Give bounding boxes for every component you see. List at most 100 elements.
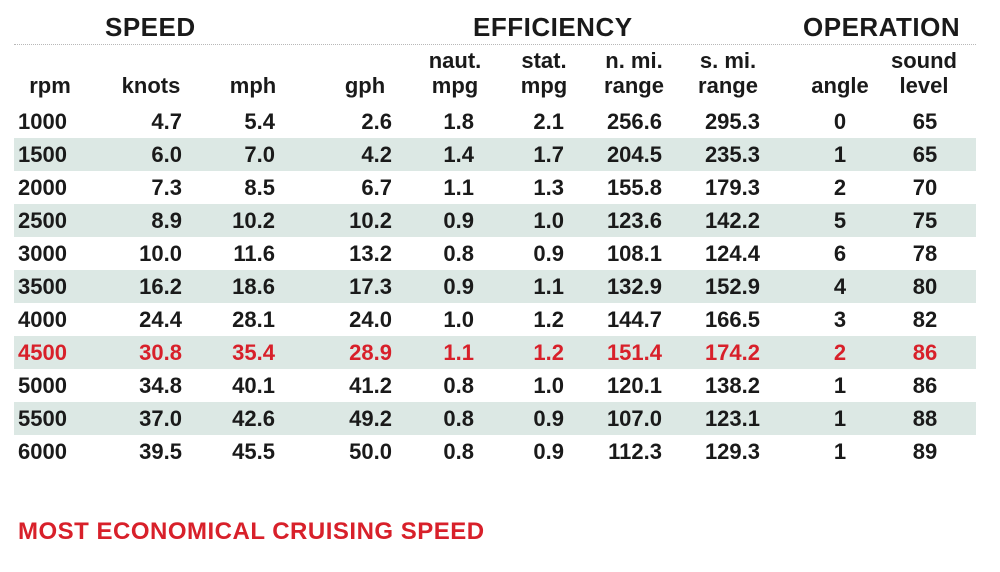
column-header-knots-line2: knots bbox=[121, 73, 181, 98]
column-header-mph-line2: mph bbox=[229, 73, 277, 98]
footnote-most-economical: MOST ECONOMICAL CRUISING SPEED bbox=[18, 518, 485, 545]
column-header-nmi-range-line2: range bbox=[604, 73, 664, 98]
column-header-stat-mpg-line1: stat. bbox=[521, 48, 567, 73]
group-title-speed: SPEED bbox=[105, 12, 196, 42]
cell-sound-level: 70 bbox=[912, 175, 938, 200]
cell-angle: 1 bbox=[833, 373, 847, 398]
cell-naut-mpg: 0.8 bbox=[443, 406, 474, 431]
cell-mph: 5.4 bbox=[244, 109, 275, 134]
cell-naut-mpg: 1.8 bbox=[443, 109, 474, 134]
cell-stat-mpg: 2.1 bbox=[533, 109, 564, 134]
cell-stat-mpg: 0.9 bbox=[533, 241, 564, 266]
cell-sound-level: 88 bbox=[912, 406, 938, 431]
cell-sound-level: 89 bbox=[912, 439, 938, 464]
cell-rpm: 2500 bbox=[18, 208, 67, 233]
cell-nmi-range: 132.9 bbox=[606, 274, 662, 299]
group-title-operation: OPERATION bbox=[803, 12, 961, 42]
cell-knots: 30.8 bbox=[139, 340, 182, 365]
cell-naut-mpg: 0.8 bbox=[443, 373, 474, 398]
cell-smi-range: 179.3 bbox=[704, 175, 760, 200]
cell-gph: 2.6 bbox=[361, 109, 392, 134]
column-header-gph: gph bbox=[315, 48, 415, 98]
cell-knots: 39.5 bbox=[139, 439, 182, 464]
column-header-sound-level: sound level bbox=[874, 48, 974, 98]
column-header-stat-mpg: stat. mpg bbox=[494, 48, 594, 98]
table-row-highlighted: 4500 30.8 35.4 28.9 1.1 1.2 151.4 174.2 … bbox=[14, 336, 976, 369]
cell-mph: 7.0 bbox=[244, 142, 275, 167]
cell-knots: 8.9 bbox=[151, 208, 182, 233]
cell-nmi-range: 112.3 bbox=[608, 439, 662, 464]
cell-naut-mpg: 0.9 bbox=[443, 208, 474, 233]
cell-naut-mpg: 0.9 bbox=[443, 274, 474, 299]
cell-rpm: 1500 bbox=[18, 142, 67, 167]
cell-mph: 35.4 bbox=[232, 340, 275, 365]
cell-knots: 34.8 bbox=[139, 373, 182, 398]
cell-naut-mpg: 1.4 bbox=[443, 142, 474, 167]
column-header-stat-mpg-line2: mpg bbox=[520, 73, 568, 98]
table-row: 6000 39.5 45.5 50.0 0.8 0.9 112.3 129.3 … bbox=[14, 435, 976, 468]
column-header-smi-range: s. mi. range bbox=[678, 48, 778, 98]
cell-naut-mpg: 1.1 bbox=[443, 340, 474, 365]
cell-mph: 28.1 bbox=[232, 307, 275, 332]
cell-angle: 5 bbox=[833, 208, 847, 233]
cell-nmi-range: 151.4 bbox=[606, 340, 662, 365]
cell-nmi-range: 108.1 bbox=[606, 241, 662, 266]
cell-stat-mpg: 1.0 bbox=[533, 373, 564, 398]
cell-smi-range: 142.2 bbox=[704, 208, 760, 233]
group-title-efficiency: EFFICIENCY bbox=[473, 12, 633, 42]
cell-sound-level: 80 bbox=[912, 274, 938, 299]
cell-smi-range: 129.3 bbox=[704, 439, 760, 464]
cell-smi-range: 295.3 bbox=[704, 109, 760, 134]
cell-sound-level: 65 bbox=[912, 109, 938, 134]
cell-nmi-range: 123.6 bbox=[606, 208, 662, 233]
cell-stat-mpg: 1.2 bbox=[533, 307, 564, 332]
cell-rpm: 1000 bbox=[18, 109, 67, 134]
cell-sound-level: 78 bbox=[912, 241, 938, 266]
cell-mph: 10.2 bbox=[232, 208, 275, 233]
cell-angle: 4 bbox=[833, 274, 847, 299]
column-header-smi-range-line1: s. mi. bbox=[699, 48, 757, 73]
column-header-naut-mpg-line1: naut. bbox=[428, 48, 482, 73]
cell-rpm: 5500 bbox=[18, 406, 67, 431]
cell-smi-range: 166.5 bbox=[704, 307, 760, 332]
cell-knots: 24.4 bbox=[139, 307, 182, 332]
cell-rpm: 3000 bbox=[18, 241, 67, 266]
column-header-knots: knots bbox=[101, 48, 201, 98]
cell-angle: 6 bbox=[833, 241, 847, 266]
cell-nmi-range: 256.6 bbox=[606, 109, 662, 134]
cell-sound-level: 82 bbox=[912, 307, 938, 332]
cell-rpm: 4500 bbox=[18, 340, 67, 365]
cell-stat-mpg: 1.3 bbox=[533, 175, 564, 200]
cell-sound-level: 65 bbox=[912, 142, 938, 167]
cell-naut-mpg: 0.8 bbox=[443, 439, 474, 464]
cell-naut-mpg: 0.8 bbox=[443, 241, 474, 266]
header-divider bbox=[14, 44, 976, 45]
column-header-rpm-line2: rpm bbox=[29, 73, 71, 98]
cell-sound-level: 75 bbox=[912, 208, 938, 233]
cell-sound-level: 86 bbox=[912, 340, 938, 365]
cell-rpm: 6000 bbox=[18, 439, 67, 464]
cell-smi-range: 123.1 bbox=[704, 406, 760, 431]
cell-stat-mpg: 0.9 bbox=[533, 439, 564, 464]
cell-stat-mpg: 1.7 bbox=[533, 142, 564, 167]
table-row: 5500 37.0 42.6 49.2 0.8 0.9 107.0 123.1 … bbox=[14, 402, 976, 435]
cell-angle: 2 bbox=[833, 340, 847, 365]
cell-rpm: 3500 bbox=[18, 274, 67, 299]
cell-smi-range: 174.2 bbox=[704, 340, 760, 365]
cell-gph: 4.2 bbox=[361, 142, 392, 167]
cell-nmi-range: 144.7 bbox=[606, 307, 662, 332]
cell-rpm: 4000 bbox=[18, 307, 67, 332]
column-header-mph: mph bbox=[203, 48, 303, 98]
cell-knots: 16.2 bbox=[139, 274, 182, 299]
cell-gph: 28.9 bbox=[349, 340, 392, 365]
cell-gph: 17.3 bbox=[349, 274, 392, 299]
table-row: 5000 34.8 40.1 41.2 0.8 1.0 120.1 138.2 … bbox=[14, 369, 976, 402]
cell-gph: 50.0 bbox=[349, 439, 392, 464]
table-row: 1500 6.0 7.0 4.2 1.4 1.7 204.5 235.3 1 6… bbox=[14, 138, 976, 171]
cell-gph: 10.2 bbox=[349, 208, 392, 233]
cell-smi-range: 235.3 bbox=[704, 142, 760, 167]
cell-knots: 7.3 bbox=[151, 175, 182, 200]
cell-stat-mpg: 1.1 bbox=[533, 274, 564, 299]
cell-angle: 0 bbox=[833, 109, 847, 134]
column-header-naut-mpg-line2: mpg bbox=[431, 73, 479, 98]
